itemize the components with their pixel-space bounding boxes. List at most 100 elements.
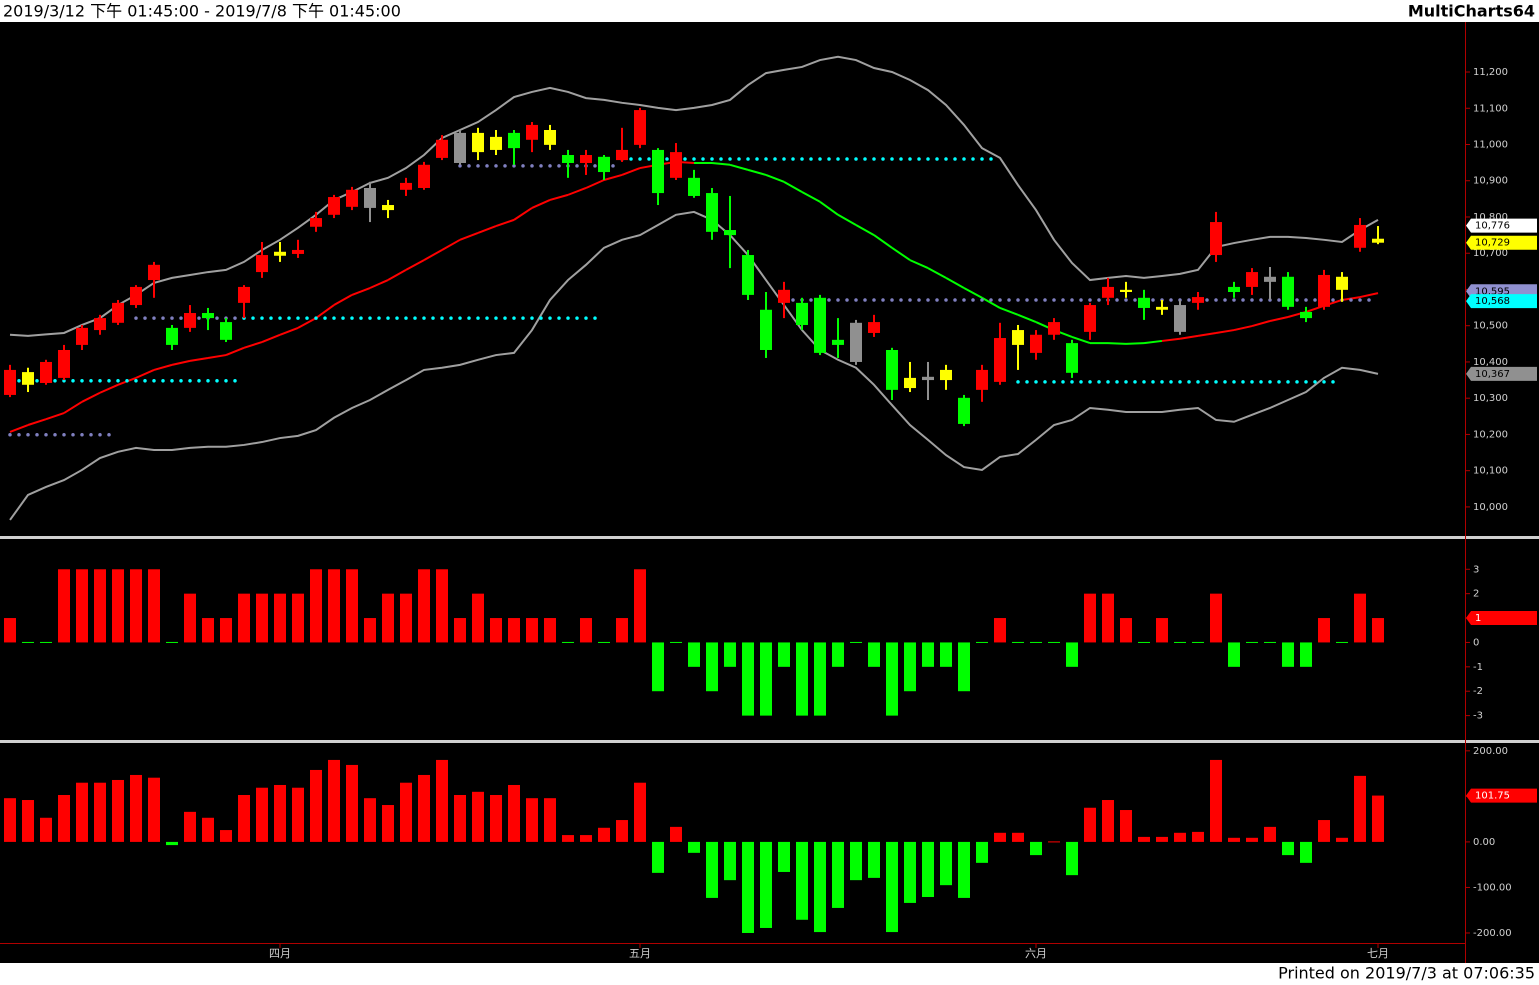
histogram-bar bbox=[634, 569, 646, 643]
histogram-bar bbox=[1120, 618, 1132, 643]
candle-body bbox=[1120, 289, 1132, 293]
candle-body bbox=[184, 313, 196, 328]
histogram-bar bbox=[1336, 641, 1348, 643]
x-tick-label: 七月 bbox=[1367, 947, 1389, 960]
histogram-bar bbox=[508, 618, 520, 643]
histogram-bar bbox=[1228, 642, 1240, 667]
candle-body bbox=[256, 255, 268, 273]
moving-average-segment bbox=[495, 218, 515, 227]
histogram-bar bbox=[544, 618, 556, 643]
histogram-bar bbox=[94, 569, 106, 643]
histogram-bar bbox=[1264, 826, 1276, 842]
histogram-bar bbox=[1102, 800, 1114, 842]
candle-body bbox=[40, 361, 52, 383]
histogram-bar bbox=[1012, 641, 1024, 643]
histogram-bar bbox=[184, 811, 196, 842]
moving-average-segment bbox=[135, 369, 155, 379]
histogram-bar bbox=[652, 642, 664, 692]
histogram-bar bbox=[1012, 832, 1024, 842]
candle-body bbox=[958, 397, 970, 424]
y-tick-label: -3 bbox=[1473, 711, 1483, 722]
panel-separator bbox=[0, 536, 1539, 539]
histogram-bar bbox=[1174, 641, 1186, 643]
price-tag bbox=[1466, 366, 1537, 381]
histogram-bar bbox=[454, 795, 466, 842]
moving-average-segment bbox=[189, 356, 209, 362]
y-tick-label: 0.00 bbox=[1473, 837, 1495, 848]
histogram-bar bbox=[796, 841, 808, 920]
histogram-bar bbox=[76, 782, 88, 842]
candle-body bbox=[292, 249, 304, 254]
candle-body bbox=[1300, 311, 1312, 319]
histogram-bar bbox=[22, 641, 34, 643]
candle-body bbox=[526, 124, 538, 140]
price-tag-label: 10,595 bbox=[1475, 286, 1510, 297]
moving-average-segment bbox=[153, 363, 173, 371]
histogram-bar bbox=[1372, 618, 1384, 643]
panel-separator bbox=[0, 740, 1539, 743]
moving-average-segment bbox=[1179, 334, 1199, 340]
candle-body bbox=[1030, 334, 1042, 353]
moving-average-segment bbox=[1215, 329, 1235, 334]
moving-average-segment bbox=[549, 193, 569, 201]
histogram-bar bbox=[598, 641, 610, 643]
moving-average-segment bbox=[765, 174, 785, 183]
app-name: MultiCharts64 bbox=[1408, 2, 1535, 21]
histogram-bar bbox=[1084, 807, 1096, 842]
print-stamp: Printed on 2019/7/3 at 07:06:35 bbox=[1278, 964, 1535, 983]
moving-average-segment bbox=[297, 317, 317, 329]
moving-average-segment bbox=[531, 199, 551, 209]
candle-body bbox=[130, 286, 142, 306]
moving-average-segment bbox=[1359, 292, 1379, 299]
histogram-bar bbox=[364, 798, 376, 842]
histogram-bar bbox=[1300, 642, 1312, 667]
moving-average-segment bbox=[747, 168, 767, 176]
moving-average-segment bbox=[225, 346, 245, 356]
moving-average-segment bbox=[891, 246, 911, 261]
histogram-bar bbox=[346, 569, 358, 643]
y-tick-label: -100.00 bbox=[1473, 882, 1512, 893]
title-bar bbox=[0, 0, 1539, 22]
histogram-bar bbox=[742, 841, 754, 933]
histogram-bar bbox=[742, 642, 754, 716]
histogram-bar bbox=[562, 641, 574, 643]
moving-average-segment bbox=[279, 326, 299, 336]
candle-body bbox=[1012, 330, 1024, 345]
histogram-bar bbox=[706, 841, 718, 898]
histogram-bar bbox=[994, 618, 1006, 643]
histogram-bar bbox=[922, 642, 934, 667]
y-tick-label: 10,500 bbox=[1473, 321, 1508, 332]
histogram-bar bbox=[436, 759, 448, 842]
moving-average-segment bbox=[369, 279, 389, 289]
moving-average-segment bbox=[405, 259, 425, 271]
moving-average-segment bbox=[1197, 331, 1217, 337]
histogram-bar bbox=[76, 569, 88, 643]
moving-average-segment bbox=[261, 333, 281, 343]
histogram-bar bbox=[22, 800, 34, 842]
moving-average-segment bbox=[1269, 316, 1289, 322]
candle-body bbox=[1048, 322, 1060, 335]
moving-average-segment bbox=[477, 225, 497, 234]
moving-average-segment bbox=[1233, 325, 1253, 332]
moving-average-segment bbox=[207, 354, 227, 359]
candle-body bbox=[1066, 343, 1078, 373]
candle-body bbox=[220, 322, 232, 340]
y-tick-label: 0 bbox=[1473, 637, 1479, 648]
candle-body bbox=[1156, 306, 1168, 310]
moving-average-segment bbox=[981, 296, 1001, 309]
histogram-bar bbox=[670, 826, 682, 842]
candle-body bbox=[1102, 286, 1114, 298]
price-tag-label: 10,568 bbox=[1475, 296, 1510, 307]
histogram-bar bbox=[1066, 841, 1078, 876]
candle-body bbox=[1084, 305, 1096, 332]
histogram-bar bbox=[166, 841, 178, 846]
candle-body bbox=[670, 152, 682, 178]
moving-average-segment bbox=[243, 341, 263, 349]
histogram-bar bbox=[760, 642, 772, 716]
candle-body bbox=[904, 377, 916, 389]
candle-body bbox=[580, 155, 592, 163]
moving-average-segment bbox=[999, 307, 1019, 316]
moving-average-segment bbox=[513, 207, 533, 221]
histogram-bar bbox=[1246, 837, 1258, 842]
